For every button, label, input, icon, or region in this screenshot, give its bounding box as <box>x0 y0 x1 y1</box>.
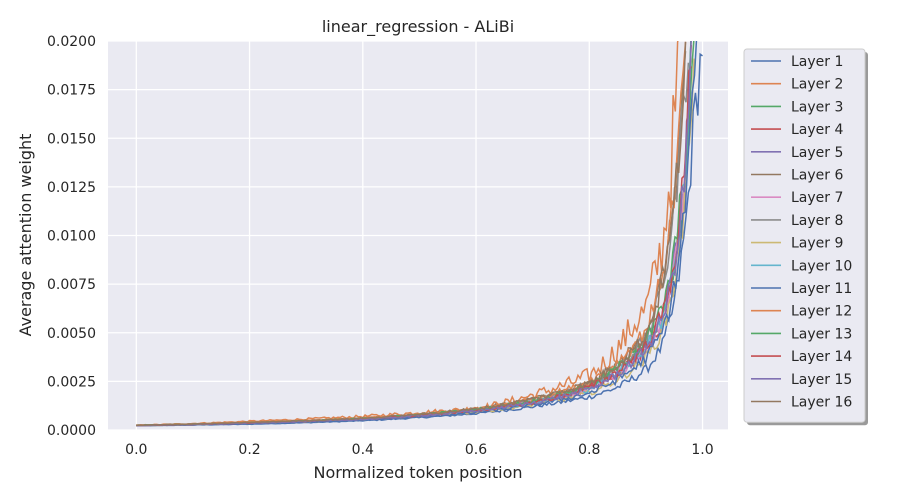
legend-label: Layer 9 <box>791 236 843 252</box>
legend-label: Layer 15 <box>791 372 852 388</box>
legend-label: Layer 6 <box>791 168 843 184</box>
y-tick-label: 0.0125 <box>47 180 96 196</box>
legend-label: Layer 10 <box>791 258 852 274</box>
legend: Layer 1 Layer 2 Layer 3 Layer 4 Layer 5 Layer… <box>743 48 868 426</box>
legend-label: Layer 11 <box>791 281 852 297</box>
legend-label: Layer 3 <box>791 99 843 115</box>
legend-label: Layer 7 <box>791 190 843 206</box>
x-axis-title: Normalized token position <box>313 463 522 482</box>
x-tick-label: 0.0 <box>125 442 147 458</box>
y-axis-ticks: 0.0000 0.0025 0.0050 0.0075 0.0100 0.0125 0.01… <box>47 34 96 439</box>
x-tick-label: 0.6 <box>465 442 487 458</box>
x-tick-label: 0.8 <box>578 442 600 458</box>
legend-label: Layer 2 <box>791 77 843 93</box>
legend-label: Layer 4 <box>791 122 843 138</box>
y-tick-label: 0.0025 <box>47 374 96 390</box>
x-axis-ticks: 0.0 0.2 0.4 0.6 0.8 1.0 <box>125 442 713 458</box>
x-tick-label: 1.0 <box>691 442 713 458</box>
legend-label: Layer 13 <box>791 326 852 342</box>
legend-label: Layer 14 <box>791 349 852 365</box>
y-tick-label: 0.0100 <box>47 229 96 245</box>
y-tick-label: 0.0150 <box>47 131 96 147</box>
legend-label: Layer 1 <box>791 54 843 70</box>
legend-label: Layer 5 <box>791 145 843 161</box>
y-tick-label: 0.0000 <box>47 423 96 439</box>
legend-label: Layer 8 <box>791 213 843 229</box>
y-tick-label: 0.0175 <box>47 83 96 99</box>
series-lines <box>136 41 703 427</box>
legend-box <box>743 48 866 423</box>
y-tick-label: 0.0050 <box>47 326 96 342</box>
x-tick-label: 0.4 <box>352 442 374 458</box>
y-tick-label: 0.0200 <box>47 34 96 50</box>
y-tick-label: 0.0075 <box>47 277 96 293</box>
grid <box>108 40 728 431</box>
x-tick-label: 0.2 <box>238 442 260 458</box>
legend-label: Layer 12 <box>791 304 852 320</box>
series-line-16 <box>136 41 687 427</box>
legend-label: Layer 16 <box>791 395 852 411</box>
chart-title: linear_regression - ALiBi <box>322 17 514 37</box>
y-axis-title: Average attention weight <box>16 134 35 337</box>
